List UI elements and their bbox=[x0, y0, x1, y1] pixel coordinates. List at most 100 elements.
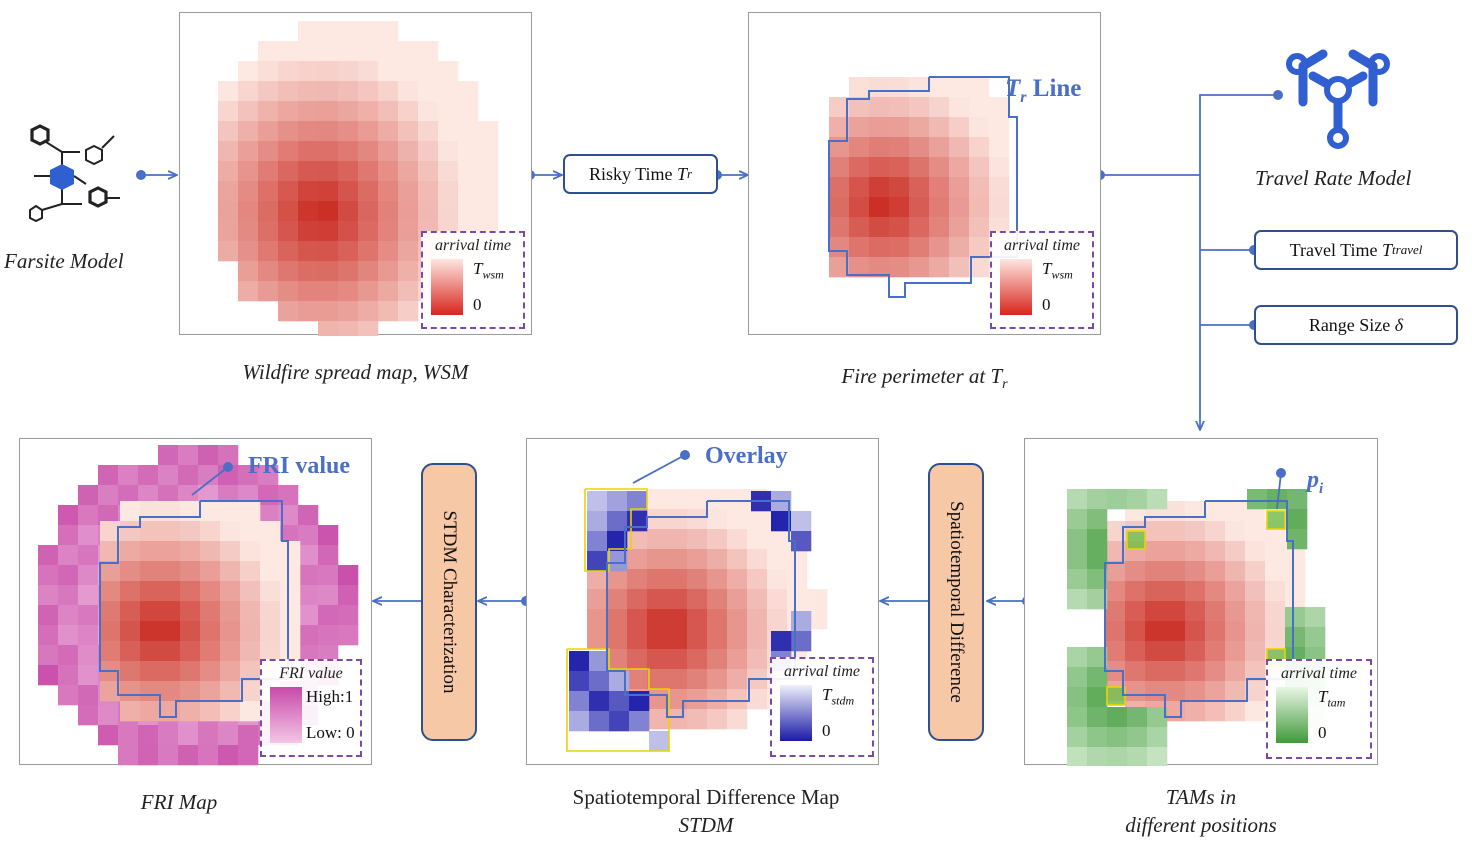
fire-cell bbox=[687, 649, 708, 670]
position-marker bbox=[1126, 530, 1146, 550]
travel-rate-label: Travel Rate Model bbox=[1255, 166, 1412, 190]
fire-cell bbox=[140, 541, 161, 562]
fire-cell bbox=[358, 21, 379, 42]
fire-cell bbox=[969, 77, 990, 98]
fire-cell bbox=[338, 261, 359, 282]
fire-cell bbox=[1245, 661, 1266, 682]
tam-cell bbox=[1067, 647, 1088, 668]
difference-cell bbox=[629, 711, 650, 732]
fire-cell bbox=[258, 161, 279, 182]
fire-cell bbox=[969, 177, 990, 198]
fire-cell bbox=[949, 157, 970, 178]
tam-cell bbox=[1127, 727, 1148, 748]
fire-cell bbox=[278, 221, 299, 242]
fire-cell bbox=[240, 621, 261, 642]
fri-cell bbox=[78, 485, 99, 506]
fire-cell bbox=[1145, 601, 1166, 622]
fire-cell bbox=[747, 649, 768, 670]
tam-cell bbox=[1087, 549, 1108, 570]
fri-cell bbox=[98, 485, 119, 506]
fire-cell bbox=[949, 217, 970, 238]
fire-cell bbox=[140, 501, 161, 522]
fri-caption: FRI Map bbox=[140, 790, 218, 814]
fri-cell bbox=[198, 725, 219, 746]
fire-cell bbox=[647, 569, 668, 590]
fri-cell bbox=[58, 605, 79, 626]
fire-cell bbox=[278, 161, 299, 182]
fire-cell bbox=[1205, 581, 1226, 602]
fri-cell bbox=[38, 665, 59, 686]
difference-cell bbox=[607, 491, 628, 512]
fire-cell bbox=[180, 621, 201, 642]
fire-cell bbox=[1205, 501, 1226, 522]
fri-cell bbox=[198, 465, 219, 486]
fri-cell bbox=[58, 505, 79, 526]
fire-cell bbox=[478, 141, 499, 162]
fire-cell bbox=[180, 501, 201, 522]
fire-cell bbox=[647, 629, 668, 650]
fire-cell bbox=[1185, 601, 1206, 622]
fire-cell bbox=[849, 137, 870, 158]
fri-cell bbox=[298, 565, 319, 586]
fire-cell bbox=[647, 529, 668, 550]
fire-cell bbox=[378, 261, 399, 282]
fire-cell bbox=[338, 301, 359, 322]
fire-cell bbox=[280, 601, 301, 622]
fire-cell bbox=[1165, 561, 1186, 582]
fire-cell bbox=[160, 701, 181, 722]
fire-cell bbox=[338, 21, 359, 42]
fire-cell bbox=[358, 321, 379, 336]
fire-cell bbox=[398, 301, 419, 322]
fire-cell bbox=[100, 681, 121, 702]
fire-cell bbox=[869, 257, 890, 278]
tam-cell bbox=[1067, 549, 1088, 570]
fire-cell bbox=[607, 569, 628, 590]
fri-heatmap bbox=[38, 445, 359, 766]
fire-cell bbox=[358, 41, 379, 62]
fire-cell bbox=[318, 121, 339, 142]
fire-cell bbox=[438, 161, 459, 182]
fire-cell bbox=[180, 581, 201, 602]
stdm-panel: Overlay arrival time Tstdm 0 bbox=[526, 438, 879, 765]
fire-cell bbox=[1205, 641, 1226, 662]
fire-cell bbox=[378, 281, 399, 302]
travel-rate-icon bbox=[1286, 49, 1390, 149]
fire-cell bbox=[849, 77, 870, 98]
fri-cell bbox=[338, 565, 359, 586]
fire-cell bbox=[160, 681, 181, 702]
fire-cell bbox=[140, 661, 161, 682]
fire-cell bbox=[647, 689, 668, 710]
fire-cell bbox=[849, 117, 870, 138]
fire-cell bbox=[869, 237, 890, 258]
line-to-travel-rate bbox=[1199, 94, 1278, 175]
fire-cell bbox=[1265, 561, 1286, 582]
fire-cell bbox=[438, 181, 459, 202]
fri-cell bbox=[38, 565, 59, 586]
fri-cell bbox=[38, 585, 59, 606]
tam-cell bbox=[1087, 667, 1108, 688]
tam-panel: pi arrival time Ttam 0 bbox=[1024, 438, 1378, 766]
fri-cell bbox=[78, 585, 99, 606]
fire-cell bbox=[160, 661, 181, 682]
difference-cell bbox=[609, 711, 630, 732]
fire-cell bbox=[160, 581, 181, 602]
legend-high: High:1 bbox=[306, 687, 354, 706]
fire-cell bbox=[218, 201, 239, 222]
fire-cell bbox=[989, 177, 1010, 198]
fire-cell bbox=[358, 121, 379, 142]
fire-cell bbox=[747, 689, 768, 710]
fire-cell bbox=[458, 201, 479, 222]
fire-cell bbox=[949, 77, 970, 98]
fire-cell bbox=[140, 521, 161, 542]
fire-cell bbox=[627, 609, 648, 630]
fire-cell bbox=[1225, 701, 1246, 722]
fri-cell bbox=[78, 525, 99, 546]
fri-cell bbox=[158, 725, 179, 746]
fire-cell bbox=[687, 669, 708, 690]
fire-cell bbox=[258, 241, 279, 262]
fire-cell bbox=[1205, 561, 1226, 582]
fire-cell bbox=[258, 81, 279, 102]
fire-cell bbox=[240, 581, 261, 602]
fri-cell bbox=[58, 645, 79, 666]
overlay-label: Overlay bbox=[705, 443, 788, 469]
